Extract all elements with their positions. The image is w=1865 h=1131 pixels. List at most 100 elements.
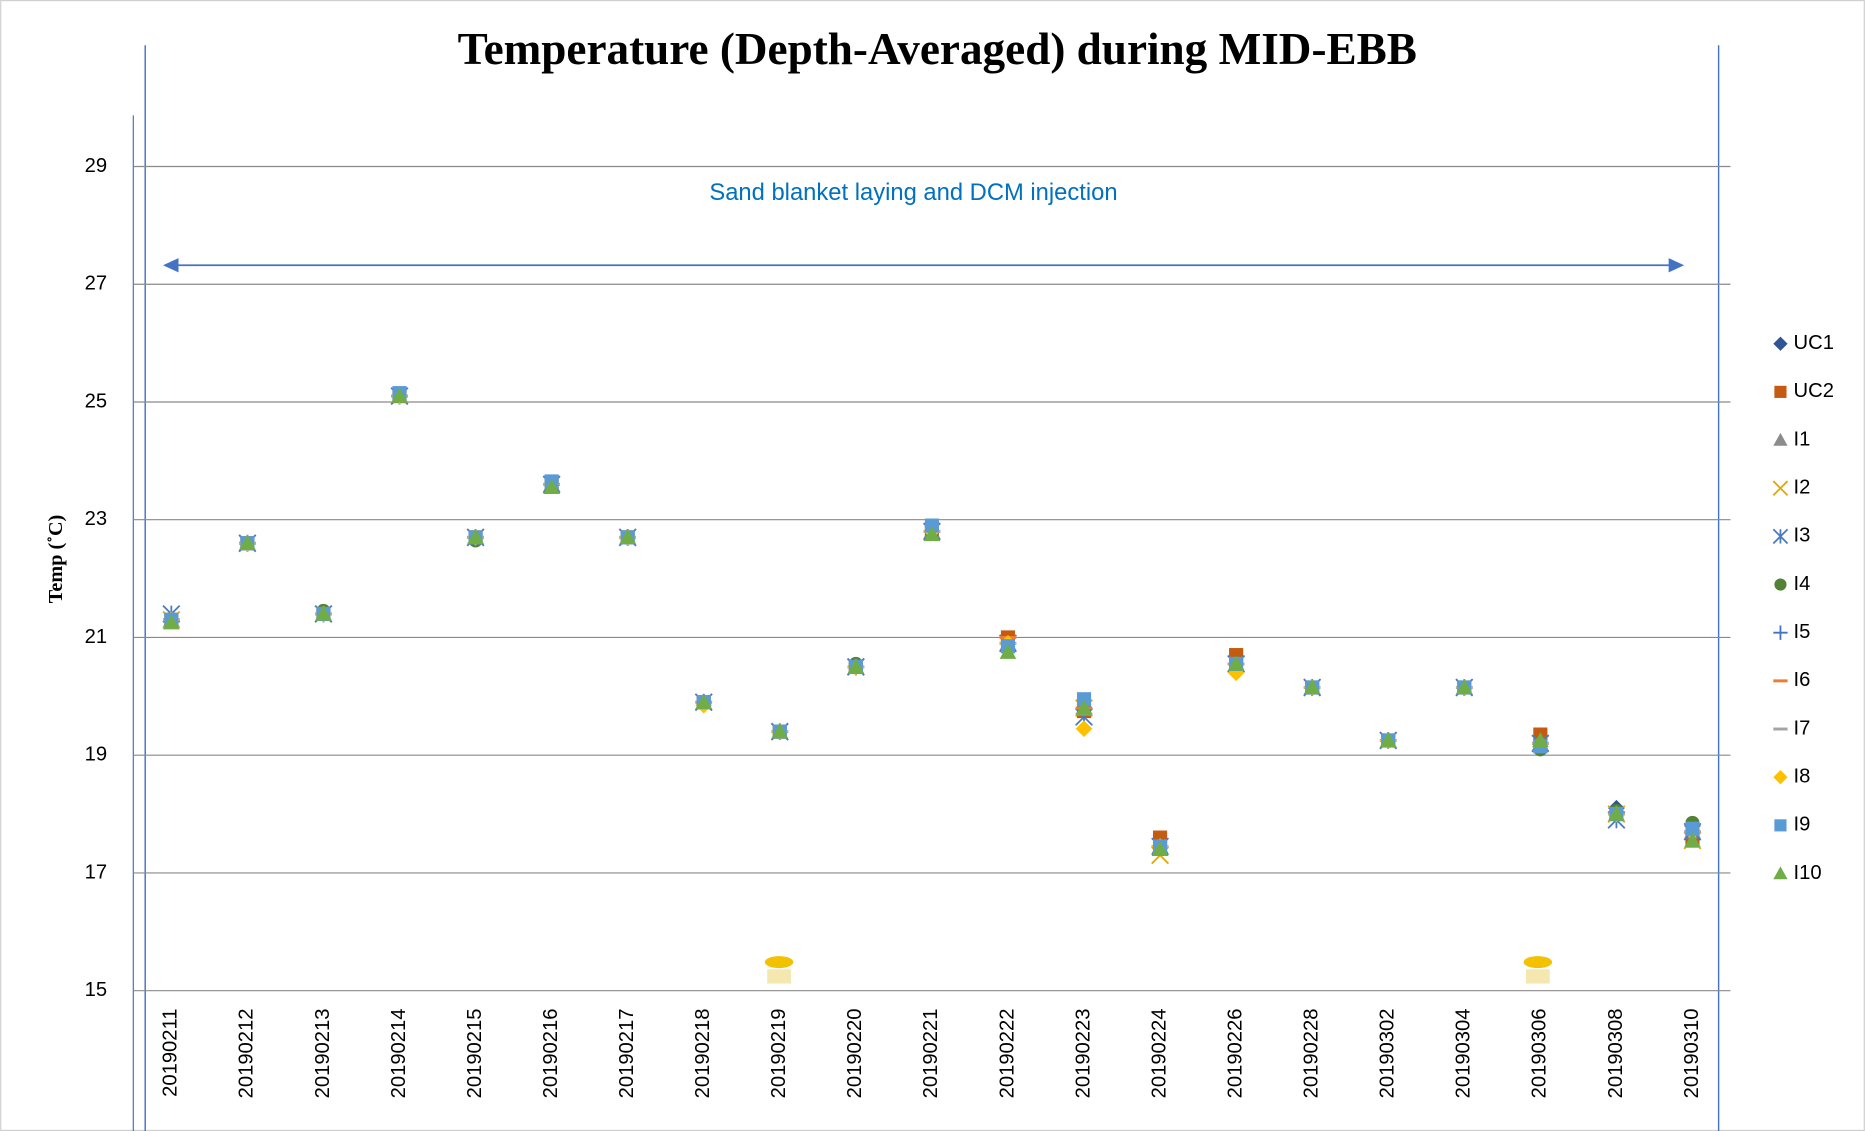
x-tick-label: 20190222 (996, 1009, 1018, 1099)
marker-part (1774, 819, 1787, 832)
x-tick-label: 20190213 (312, 1009, 334, 1099)
x-tick-label: 20190216 (540, 1009, 562, 1099)
marker-part (1772, 528, 1789, 545)
legend-marker (1773, 432, 1788, 446)
marker-part (1772, 480, 1789, 496)
rain-icon (764, 956, 794, 984)
x-tick-label: 20190218 (692, 1009, 714, 1099)
data-point (923, 526, 941, 542)
marker-part (1303, 679, 1321, 695)
data-point (1075, 720, 1093, 738)
marker-part (1608, 805, 1625, 821)
marker-part (923, 526, 941, 542)
data-point (924, 518, 939, 533)
y-tick-label: 29 (85, 155, 107, 177)
marker-part (163, 614, 180, 630)
data-point (315, 605, 332, 621)
marker-part (1151, 841, 1169, 857)
legend-label: I1 (1794, 428, 1811, 450)
x-tick-label: 20190223 (1072, 1009, 1094, 1099)
marker-part (695, 693, 713, 709)
legend-label: I5 (1794, 621, 1811, 643)
data-point (543, 479, 560, 494)
data-point (1608, 805, 1625, 821)
x-tick-label: 20190214 (388, 1009, 410, 1099)
marker-part (771, 723, 789, 739)
legend-label: UC2 (1794, 380, 1834, 402)
legend-marker (1773, 866, 1788, 880)
x-tick-label: 20190211 (160, 1009, 182, 1097)
data-point (391, 387, 408, 403)
data-point (1227, 655, 1245, 671)
marker-part (999, 643, 1017, 659)
x-tick-label: 20190226 (1224, 1009, 1246, 1099)
x-tick-label: 20190224 (1148, 1009, 1170, 1099)
legend-marker (1773, 336, 1788, 351)
legend-label: I7 (1794, 717, 1811, 739)
marker-part (1774, 385, 1787, 398)
legend-marker (1772, 480, 1789, 496)
x-tick-label: 20190302 (1377, 1009, 1399, 1099)
x-tick-label: 20190212 (236, 1009, 258, 1099)
data-point (1379, 732, 1397, 748)
marker-part (1075, 699, 1093, 715)
data-point (239, 534, 256, 550)
y-tick-label: 19 (85, 744, 107, 766)
rain-icon (1523, 956, 1553, 984)
y-tick-label: 25 (85, 390, 107, 412)
legend-label: I4 (1794, 573, 1811, 595)
legend-marker (1774, 578, 1787, 591)
data-point (1076, 692, 1092, 707)
data-point (695, 693, 713, 709)
marker-part (1774, 578, 1787, 591)
x-tick-label: 20190228 (1301, 1009, 1323, 1099)
legend-marker (1774, 819, 1787, 832)
data-point (999, 643, 1017, 659)
marker-part (315, 605, 332, 621)
data-point (467, 529, 484, 545)
marker-part (239, 534, 256, 550)
marker-part (467, 529, 484, 545)
x-tick-label: 20190306 (1529, 1009, 1551, 1099)
x-tick-label: 20190217 (616, 1009, 638, 1099)
marker-part (1773, 432, 1788, 446)
data-point (847, 658, 865, 674)
marker-part (619, 529, 637, 545)
marker-part (1773, 625, 1788, 640)
annotation: Sand blanket laying and DCM injection (709, 179, 1117, 206)
data-point (1151, 841, 1169, 857)
marker-part (1227, 655, 1245, 671)
legend-marker (1772, 528, 1789, 545)
data-point (619, 529, 637, 545)
x-tick-label: 20190304 (1453, 1009, 1475, 1099)
legend-label: I10 (1794, 862, 1822, 884)
x-tick-label: 20190215 (464, 1009, 486, 1099)
x-tick-label: 20190220 (844, 1009, 866, 1099)
marker-part (1075, 720, 1093, 738)
x-tick-label: 20190219 (768, 1009, 790, 1099)
marker-part (391, 387, 408, 403)
x-tick-label: 20190221 (920, 1009, 942, 1099)
marker-part (1684, 832, 1701, 848)
data-point (1455, 679, 1473, 695)
y-axis-title: Temp (˚C) (45, 515, 67, 603)
marker-part (847, 658, 865, 674)
legend-label: UC1 (1794, 332, 1834, 354)
marker-part (1455, 679, 1473, 695)
legend-label: I2 (1794, 477, 1811, 499)
data-point (1532, 732, 1549, 748)
marker-part (1685, 821, 1700, 836)
marker-part (1773, 336, 1788, 351)
data-point (1684, 832, 1701, 848)
data-point (163, 614, 180, 630)
y-tick-label: 21 (85, 626, 107, 648)
legend-marker (1774, 385, 1787, 398)
legend-label: I9 (1794, 814, 1811, 836)
marker-part (1773, 866, 1788, 880)
marker-part (924, 518, 939, 533)
chart-title: Temperature (Depth-Averaged) during MID-… (458, 24, 1417, 74)
y-tick-label: 27 (85, 273, 107, 295)
